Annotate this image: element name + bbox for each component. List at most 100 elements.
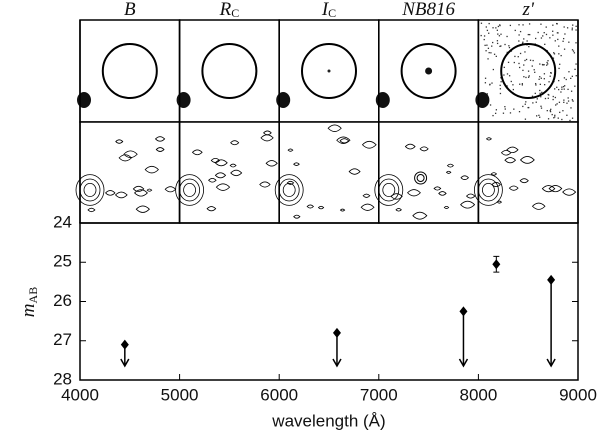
noise bbox=[503, 66, 505, 69]
noise bbox=[504, 106, 506, 108]
noise bbox=[536, 98, 538, 100]
noise bbox=[562, 85, 565, 88]
noise bbox=[506, 35, 508, 38]
noise bbox=[533, 69, 535, 71]
noise bbox=[575, 42, 577, 44]
point bbox=[120, 339, 129, 350]
x-tick-label: 5000 bbox=[161, 385, 199, 404]
noise bbox=[497, 25, 500, 28]
contour bbox=[541, 185, 556, 193]
noise bbox=[524, 103, 526, 105]
noise bbox=[573, 52, 576, 54]
noise bbox=[532, 59, 534, 62]
contour bbox=[460, 200, 476, 209]
contour bbox=[115, 139, 124, 144]
noise bbox=[559, 111, 561, 114]
noise bbox=[568, 41, 570, 43]
contour bbox=[208, 177, 217, 183]
noise bbox=[539, 63, 541, 65]
noise bbox=[518, 34, 520, 36]
x-axis-label: wavelength (Å) bbox=[271, 411, 385, 430]
noise bbox=[558, 53, 560, 55]
x-tick-label: 6000 bbox=[260, 385, 298, 404]
noise bbox=[574, 85, 576, 87]
noise bbox=[566, 114, 568, 116]
contour bbox=[404, 143, 416, 150]
noise bbox=[500, 33, 502, 35]
contour bbox=[548, 185, 563, 193]
contour bbox=[382, 182, 396, 197]
noise bbox=[534, 71, 536, 73]
contour bbox=[412, 211, 428, 220]
band-label: z' bbox=[521, 0, 534, 20]
noise bbox=[560, 54, 562, 57]
noise bbox=[571, 99, 574, 101]
noise bbox=[543, 64, 545, 66]
contour bbox=[362, 193, 371, 198]
noise bbox=[549, 110, 551, 112]
noise bbox=[558, 67, 560, 70]
aperture bbox=[500, 43, 557, 99]
y-tick-label: 28 bbox=[53, 369, 72, 388]
contour bbox=[229, 163, 237, 168]
stamp bbox=[178, 19, 280, 123]
noise bbox=[543, 84, 546, 86]
noise bbox=[508, 75, 511, 77]
noise bbox=[537, 31, 539, 34]
noise bbox=[550, 72, 552, 74]
contour bbox=[419, 146, 429, 152]
x-tick-label: 4000 bbox=[61, 385, 99, 404]
contour bbox=[191, 149, 203, 156]
contour bbox=[395, 208, 402, 212]
contour bbox=[287, 148, 294, 152]
x-tick-label: 8000 bbox=[459, 385, 497, 404]
neighbor-source bbox=[475, 92, 490, 108]
noise bbox=[529, 33, 531, 36]
noise bbox=[509, 24, 512, 27]
noise bbox=[497, 33, 499, 35]
contour bbox=[183, 182, 197, 197]
noise bbox=[570, 107, 572, 109]
noise bbox=[554, 116, 556, 118]
noise bbox=[489, 84, 491, 86]
noise bbox=[522, 41, 524, 43]
noise bbox=[494, 112, 497, 115]
point bbox=[492, 259, 501, 270]
noise bbox=[528, 45, 530, 48]
contour bbox=[491, 182, 501, 188]
noise bbox=[527, 70, 530, 72]
noise bbox=[552, 24, 554, 26]
noise bbox=[484, 82, 487, 84]
noise bbox=[554, 40, 556, 42]
noise bbox=[535, 84, 537, 86]
noise bbox=[572, 50, 575, 52]
noise bbox=[506, 51, 508, 54]
y-tick-label: 24 bbox=[53, 212, 72, 231]
band-label: RC bbox=[219, 0, 240, 20]
noise bbox=[553, 53, 556, 55]
noise bbox=[552, 95, 554, 98]
contour bbox=[274, 174, 304, 206]
noise bbox=[550, 108, 552, 110]
noise bbox=[532, 102, 534, 104]
y-tick-label: 26 bbox=[53, 291, 72, 310]
noise bbox=[547, 118, 550, 120]
noise bbox=[540, 107, 543, 109]
noise bbox=[499, 24, 501, 26]
noise bbox=[531, 65, 533, 67]
noise bbox=[535, 101, 537, 103]
band-label: IC bbox=[321, 0, 336, 20]
limit-arrowhead bbox=[332, 358, 342, 368]
point bbox=[459, 306, 468, 317]
noise bbox=[563, 77, 566, 79]
noise bbox=[543, 73, 546, 75]
contour bbox=[360, 203, 375, 211]
x-tick-label: 9000 bbox=[559, 385, 597, 404]
noise bbox=[518, 62, 520, 65]
aperture bbox=[400, 43, 457, 99]
noise bbox=[480, 34, 482, 37]
noise bbox=[563, 48, 566, 50]
band-name: I bbox=[321, 0, 330, 20]
noise bbox=[566, 27, 569, 29]
contour bbox=[339, 138, 350, 144]
